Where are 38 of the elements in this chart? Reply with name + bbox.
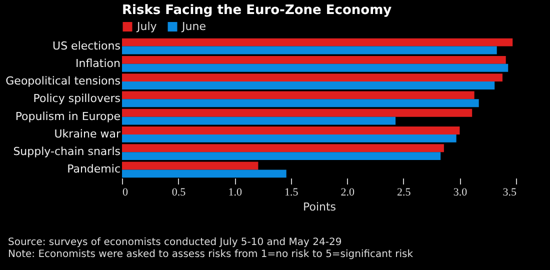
y-tick-label: Geopolitical tensions	[6, 74, 121, 88]
x-tick-label: 3.5	[502, 186, 517, 198]
bar	[122, 116, 396, 125]
bar	[122, 134, 456, 142]
text: Note: Economists were asked to assess risks from 1=no risk to 5=significant risk	[8, 249, 414, 261]
bar	[122, 82, 495, 90]
y-tick-label: US elections	[52, 39, 121, 52]
bar	[122, 56, 506, 64]
legend-label: July	[136, 20, 158, 33]
bar	[122, 46, 497, 54]
source-note: Source: surveys of economists conducted July 5-10 and May 24-29	[8, 237, 343, 249]
bar	[122, 144, 444, 152]
y-tick-label: Pandemic	[67, 162, 120, 176]
bar	[122, 108, 472, 117]
bar	[122, 162, 258, 170]
x-tick-label: 1.0	[228, 186, 242, 198]
bar	[122, 126, 460, 134]
x-tick-label: 1.5	[284, 186, 299, 198]
y-tick-label: Ukraine war	[54, 127, 121, 140]
bar	[122, 64, 508, 72]
x-tick-label: 3.0	[453, 186, 468, 198]
y-tick-label: Supply-chain snarls	[13, 145, 121, 158]
x-tick-label: 2.5	[397, 186, 412, 198]
legend-label: June	[181, 20, 206, 33]
bar	[122, 152, 441, 160]
bar	[122, 74, 502, 82]
x-axis-title: Points	[302, 200, 336, 214]
bar	[122, 170, 286, 178]
bar	[122, 91, 474, 100]
y-tick-label: Policy spillovers	[33, 92, 121, 106]
bar	[122, 38, 513, 46]
x-tick-label: 0.5	[172, 186, 186, 198]
x-tick-label: 2.0	[340, 186, 356, 198]
bar	[122, 99, 479, 108]
y-tick-label: Populism in Europe	[15, 110, 121, 123]
y-tick-label: Inflation	[76, 56, 121, 70]
x-tick-label: 0	[122, 186, 128, 198]
chart-title: Risks Facing the Euro-Zone Economy	[122, 3, 392, 18]
